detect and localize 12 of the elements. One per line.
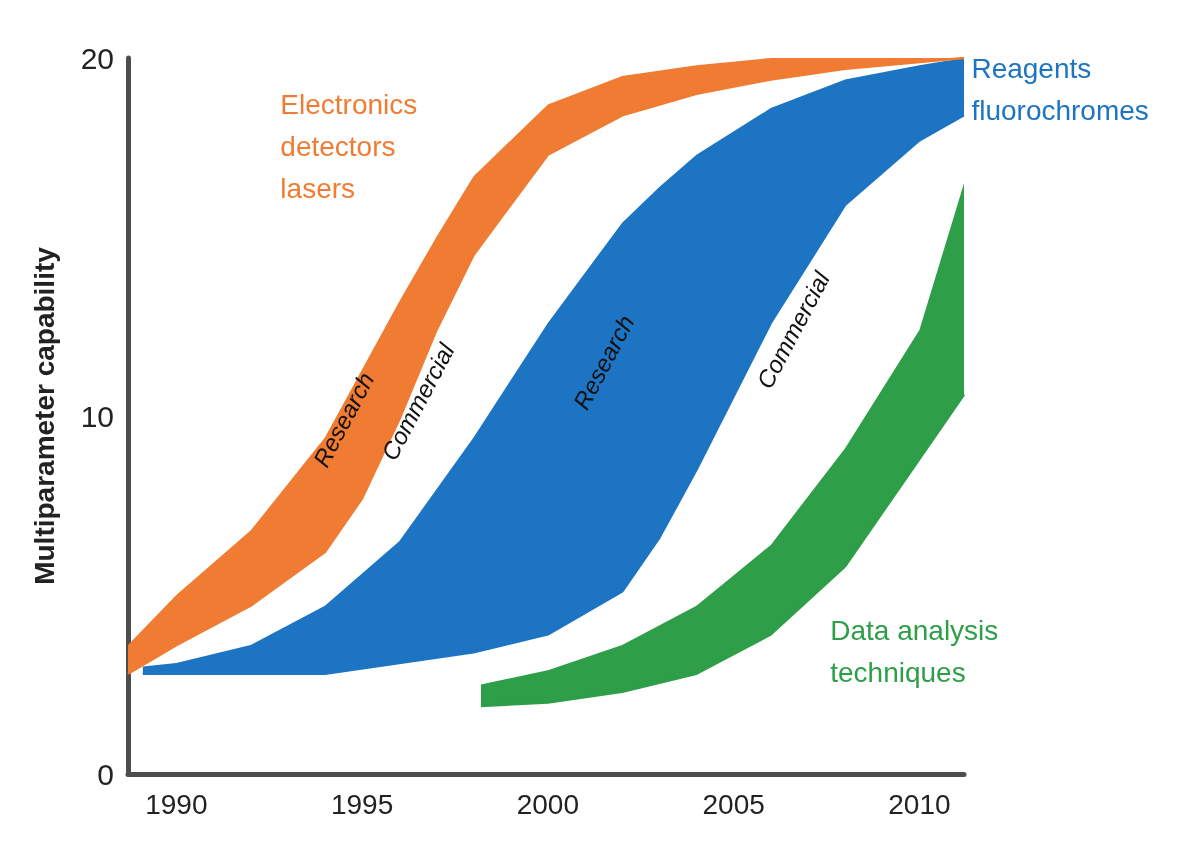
y-tick-label: 10	[80, 399, 114, 433]
y-axis-title: Multiparameter capability	[28, 246, 60, 585]
text: Electronics detectors lasers	[280, 88, 418, 204]
y-tick-label: 20	[80, 41, 114, 75]
x-tick-label: 1990	[145, 788, 208, 820]
series-label: Reagents fluorochromes	[971, 52, 1149, 126]
series-label: Data analysis techniques	[830, 614, 999, 688]
x-tick-label: 2005	[702, 788, 765, 820]
x-tick-label: 1995	[330, 788, 394, 820]
x-tick-label: 2010	[888, 788, 951, 820]
y-tick-label: 0	[97, 757, 114, 791]
x-tick-label: 2000	[516, 788, 580, 820]
